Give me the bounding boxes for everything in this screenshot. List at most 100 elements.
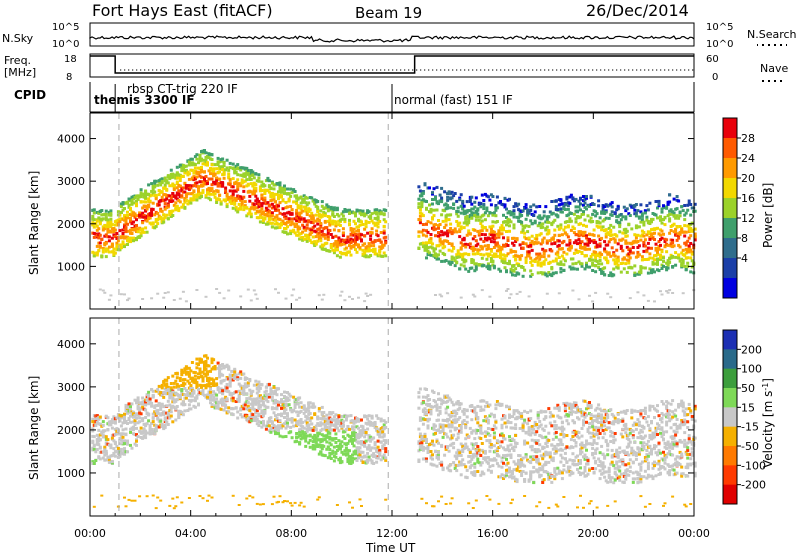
echo-cell	[215, 377, 219, 381]
echo-cell	[165, 385, 169, 389]
echo-cell	[106, 416, 110, 420]
echo-cell	[110, 436, 114, 440]
echo-cell	[630, 227, 634, 231]
echo-cell	[612, 273, 616, 277]
echo-cell	[434, 223, 437, 227]
echo-cell	[123, 442, 126, 446]
echo-cell	[523, 231, 527, 235]
echo-cell	[255, 401, 259, 405]
echo-cell	[666, 243, 670, 247]
echo-cell	[261, 420, 265, 424]
echo-cell	[187, 366, 191, 370]
echo-cell	[509, 270, 513, 274]
echo-cell	[307, 441, 311, 445]
echo-cell	[112, 452, 116, 456]
echo-cell	[302, 411, 306, 415]
echo-cell	[438, 237, 442, 241]
echo-cell	[112, 415, 116, 419]
echo-cell	[197, 363, 200, 366]
echo-cell	[319, 225, 323, 229]
echo-cell	[559, 260, 563, 264]
echo-cell	[147, 183, 151, 187]
echo-cell	[126, 450, 129, 454]
echo-cell	[283, 188, 286, 192]
echo-cell	[236, 185, 240, 189]
echo-cell	[95, 219, 99, 223]
echo-cell	[126, 216, 129, 220]
echo-cell	[278, 201, 282, 205]
echo-cell	[508, 197, 511, 201]
echo-cell	[449, 222, 453, 226]
echo-cell	[512, 269, 516, 273]
echo-cell	[314, 436, 318, 440]
echo-cell	[260, 409, 264, 413]
echo-cell	[284, 222, 288, 226]
echo-cell	[284, 435, 288, 438]
ground-echo-cell	[237, 504, 241, 506]
echo-cell	[92, 447, 96, 451]
cpid-label: CPID	[14, 88, 46, 102]
echo-cell	[255, 417, 259, 421]
echo-cell	[150, 428, 154, 431]
echo-cell	[270, 398, 274, 402]
echo-cell	[677, 216, 681, 220]
echo-cell	[249, 177, 253, 181]
echo-cell	[660, 236, 664, 240]
echo-cell	[467, 209, 471, 212]
echo-cell	[307, 406, 311, 410]
echo-cell	[221, 184, 225, 188]
echo-cell	[295, 194, 299, 198]
echo-cell	[204, 354, 208, 358]
echo-cell	[499, 269, 502, 273]
echo-cell	[323, 214, 327, 218]
echo-cell	[313, 438, 317, 442]
nsearch-label: N.Search	[747, 28, 797, 41]
echo-cell	[100, 254, 104, 258]
echo-cell	[204, 159, 208, 163]
echo-cell	[177, 206, 181, 210]
echo-cell	[440, 230, 444, 234]
echo-cell	[231, 206, 235, 210]
echo-cell	[674, 227, 678, 231]
echo-cell	[437, 257, 440, 261]
echo-cell	[529, 244, 533, 247]
echo-cell	[474, 244, 478, 248]
echo-cell	[618, 222, 622, 226]
echo-cell	[438, 243, 442, 247]
ground-echo-cell	[571, 289, 575, 292]
echo-cell	[544, 228, 548, 232]
echo-cell	[129, 405, 132, 408]
ground-echo-cell	[508, 296, 511, 299]
echo-cell	[201, 390, 205, 394]
echo-cell	[221, 392, 225, 396]
ground-echo-cell	[666, 291, 670, 294]
echo-cell	[674, 251, 678, 255]
echo-cell	[230, 196, 234, 200]
echo-cell	[458, 255, 462, 259]
echo-cell	[98, 220, 102, 224]
echo-cell	[464, 245, 468, 249]
echo-cell	[618, 230, 622, 234]
echo-cell	[562, 228, 566, 232]
echo-cell	[289, 232, 293, 236]
echo-cell	[363, 242, 367, 246]
echo-cell	[600, 228, 604, 232]
echo-cell	[119, 202, 123, 206]
echo-cell	[610, 233, 614, 237]
echo-cell	[572, 212, 576, 216]
echo-cell	[290, 418, 294, 422]
echo-cell	[166, 174, 170, 178]
echo-cell	[421, 241, 425, 245]
echo-cell	[283, 390, 286, 394]
ground-echo-cell	[594, 291, 598, 294]
echo-cell	[251, 404, 255, 408]
colorbar-tick-label: 24	[741, 152, 755, 165]
echo-cell	[91, 417, 95, 421]
echo-cell	[420, 194, 424, 198]
echo-cell	[135, 224, 138, 227]
echo-cell	[474, 218, 478, 222]
echo-cell	[286, 205, 289, 209]
echo-cell	[624, 239, 628, 243]
echo-cell	[92, 443, 96, 447]
ground-echo-cell	[364, 292, 368, 295]
